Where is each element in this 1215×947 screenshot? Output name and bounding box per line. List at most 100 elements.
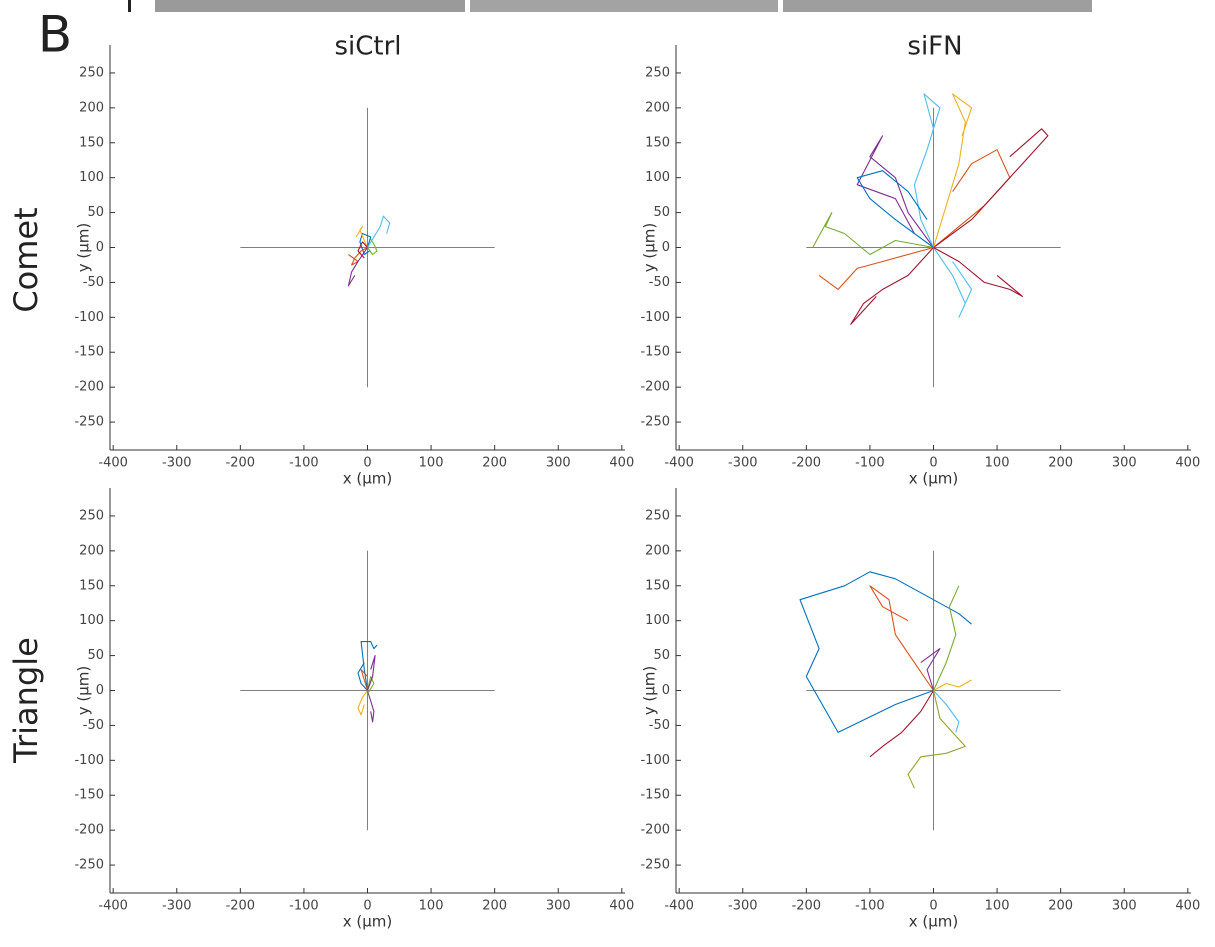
x-tick-label: 400: [609, 899, 634, 914]
trajectory: [933, 690, 960, 733]
trajectory: [869, 690, 934, 758]
trajectory: [869, 585, 934, 691]
y-tick-label: 0: [96, 683, 104, 698]
x-axis-label: x (µm): [343, 913, 393, 931]
x-tick-label: 100: [985, 899, 1010, 914]
x-tick-label: 0: [929, 456, 937, 471]
trajectory: [799, 571, 972, 733]
microscopy-image: [470, 0, 778, 12]
trajectory: [907, 690, 966, 789]
x-tick-label: -200: [792, 456, 822, 471]
y-tick-label: -150: [640, 345, 670, 360]
trajectory: [913, 93, 941, 248]
y-tick-label: -50: [83, 718, 104, 733]
y-tick-label: 100: [79, 613, 104, 628]
x-tick-label: 0: [363, 456, 371, 471]
x-axis-label: x (µm): [343, 470, 393, 488]
y-tick-label: 0: [96, 240, 104, 255]
trajectory: [933, 128, 1049, 248]
y-tick-label: -250: [640, 415, 670, 430]
x-tick-label: 200: [1048, 899, 1073, 914]
y-tick-label: 0: [662, 683, 670, 698]
trajectory: [355, 226, 369, 248]
image-edge: [128, 0, 131, 12]
y-tick-label: -250: [74, 415, 104, 430]
y-tick-label: -150: [74, 345, 104, 360]
y-axis-label: y (µm): [641, 223, 659, 273]
x-tick-label: 100: [419, 456, 444, 471]
trajectory: [856, 170, 934, 248]
y-tick-label: -100: [640, 310, 670, 325]
x-tick-label: 200: [482, 456, 507, 471]
y-tick-label: -150: [640, 788, 670, 803]
y-tick-label: -250: [640, 858, 670, 873]
y-tick-label: 200: [645, 543, 670, 558]
x-tick-label: 200: [1048, 456, 1073, 471]
panel-label: B: [38, 6, 72, 64]
y-tick-label: -150: [74, 788, 104, 803]
x-tick-label: -300: [728, 456, 758, 471]
trajectory: [933, 247, 1024, 297]
x-tick-label: -100: [855, 899, 885, 914]
y-tick-label: 200: [645, 100, 670, 115]
y-axis-label: y (µm): [75, 223, 93, 273]
trajectory: [348, 247, 368, 266]
trajectory: [367, 238, 378, 256]
y-tick-label: 250: [79, 508, 104, 523]
y-tick-label: 100: [79, 170, 104, 185]
x-tick-label: 300: [546, 899, 571, 914]
y-tick-label: 150: [645, 135, 670, 150]
trajectory: [347, 247, 368, 287]
y-tick-label: 150: [79, 135, 104, 150]
y-tick-label: 200: [79, 543, 104, 558]
row-title: Comet: [7, 207, 45, 312]
x-axis-label: x (µm): [909, 470, 959, 488]
trajectory: [933, 149, 1011, 248]
trajectory: [357, 241, 368, 259]
trajectory: [856, 135, 934, 248]
y-tick-label: -200: [74, 823, 104, 838]
trajectory: [366, 690, 375, 723]
y-tick-label: 0: [662, 240, 670, 255]
x-tick-label: 300: [1112, 899, 1137, 914]
y-axis-label: y (µm): [75, 666, 93, 716]
x-tick-label: -400: [98, 899, 128, 914]
x-tick-label: 400: [1175, 899, 1200, 914]
x-tick-label: -400: [664, 899, 694, 914]
x-tick-label: 300: [1112, 456, 1137, 471]
x-tick-label: 400: [1175, 456, 1200, 471]
x-tick-label: -400: [664, 456, 694, 471]
x-tick-label: -100: [855, 456, 885, 471]
row-title: Triangle: [7, 637, 45, 764]
x-tick-label: -200: [226, 456, 256, 471]
y-tick-label: -200: [74, 380, 104, 395]
x-axis-label: x (µm): [909, 913, 959, 931]
y-tick-label: -50: [83, 275, 104, 290]
x-tick-label: -100: [289, 456, 319, 471]
y-tick-label: 250: [79, 65, 104, 80]
x-tick-label: 200: [482, 899, 507, 914]
trajectory: [920, 648, 941, 691]
x-tick-label: -300: [162, 456, 192, 471]
x-tick-label: -200: [226, 899, 256, 914]
y-tick-label: -200: [640, 380, 670, 395]
trajectory: [812, 212, 934, 256]
x-tick-label: 400: [609, 456, 634, 471]
y-tick-label: -250: [74, 858, 104, 873]
y-tick-label: -50: [649, 275, 670, 290]
x-tick-label: -200: [792, 899, 822, 914]
trajectory: [357, 690, 368, 716]
trajectory: [933, 679, 972, 691]
trajectory: [366, 675, 375, 695]
y-tick-label: 50: [87, 205, 104, 220]
y-tick-label: -100: [640, 753, 670, 768]
x-tick-label: 0: [363, 899, 371, 914]
y-tick-label: 150: [645, 578, 670, 593]
x-tick-label: -300: [162, 899, 192, 914]
x-tick-label: -100: [289, 899, 319, 914]
x-tick-label: 100: [985, 456, 1010, 471]
trajectory: [933, 247, 973, 318]
y-axis-label: y (µm): [641, 666, 659, 716]
